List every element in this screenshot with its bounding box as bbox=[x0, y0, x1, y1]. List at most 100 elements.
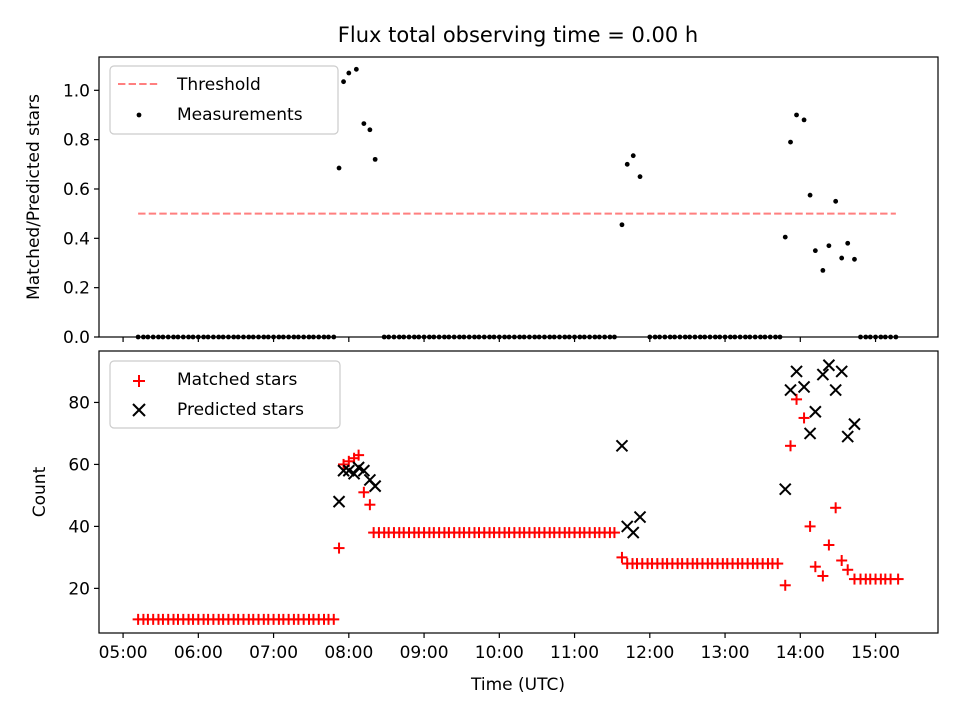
measurement-point bbox=[788, 139, 793, 145]
bottom-x-ticks: 05:00 06:00 07:00 08:00 09:00 10:00 11:00 12:00… bbox=[99, 633, 900, 663]
x-tick-label: 15:00 bbox=[851, 643, 900, 663]
measurement-point bbox=[619, 222, 625, 228]
matched-star-point bbox=[809, 561, 821, 573]
legend-predicted-marker bbox=[132, 403, 146, 417]
predicted-star-point bbox=[627, 526, 640, 539]
matched-star-point bbox=[779, 579, 791, 591]
legend-predicted-label: Predicted stars bbox=[177, 400, 304, 420]
top-axes-frame bbox=[98, 56, 939, 338]
y-tick-label: 0.2 bbox=[63, 279, 90, 299]
predicted-star-point bbox=[784, 383, 797, 397]
top-y-ticks: 0.0 0.2 0.4 0.6 0.8 1.0 bbox=[63, 81, 99, 348]
matched-star-point bbox=[358, 486, 370, 498]
predicted-star-point bbox=[841, 430, 854, 443]
measurement-point bbox=[782, 234, 788, 240]
measurement-point bbox=[820, 267, 826, 273]
measurement-point bbox=[353, 66, 359, 72]
matched-star-point bbox=[804, 520, 816, 532]
matched-star-point bbox=[353, 449, 365, 461]
matched-star-point bbox=[842, 564, 854, 576]
predicted-star-point bbox=[368, 479, 382, 493]
predicted-star-point bbox=[337, 464, 350, 477]
predicted-star-point bbox=[347, 467, 361, 480]
measurement-point bbox=[372, 156, 378, 162]
matched-star-point bbox=[608, 527, 620, 539]
measurement-point bbox=[630, 153, 636, 159]
x-axis-label: Time (UTC) bbox=[470, 675, 565, 695]
top-panel: Matched/Predicted stars 0.0 0.2 0.4 0.6 0.8 1… bbox=[24, 56, 939, 348]
predicted-star-point bbox=[633, 510, 647, 524]
predicted-stars-points bbox=[332, 359, 861, 539]
measurement-point bbox=[801, 117, 807, 123]
measurement-point bbox=[336, 165, 342, 171]
matched-star-point bbox=[836, 554, 848, 566]
measurement-point bbox=[637, 174, 643, 180]
measurement-point bbox=[807, 192, 813, 198]
matched-stars-points bbox=[132, 393, 904, 625]
bottom-y-ticks: 20 40 60 80 bbox=[68, 393, 99, 599]
predicted-star-point bbox=[848, 417, 861, 431]
matched-star-point bbox=[830, 502, 842, 514]
measurement-point bbox=[361, 121, 367, 127]
x-tick-label: 14:00 bbox=[776, 643, 825, 663]
legend-matched-label: Matched stars bbox=[177, 370, 297, 390]
measurement-point bbox=[839, 255, 845, 261]
matched-star-point bbox=[364, 499, 376, 511]
legend-threshold-label: Threshold bbox=[176, 75, 261, 95]
matched-star-point bbox=[798, 412, 810, 424]
legend-matched-marker bbox=[133, 375, 145, 387]
top-ylabel: Matched/Predicted stars bbox=[24, 94, 44, 300]
y-tick-label: 80 bbox=[68, 393, 90, 413]
y-tick-label: 20 bbox=[68, 579, 90, 599]
measurement-point bbox=[346, 70, 352, 76]
measurement-point bbox=[852, 256, 857, 262]
top-legend: Threshold Measurements bbox=[109, 65, 339, 135]
y-tick-label: 40 bbox=[68, 517, 90, 537]
x-tick-label: 13:00 bbox=[701, 643, 750, 663]
matched-star-point bbox=[772, 558, 784, 570]
y-tick-label: 0.8 bbox=[63, 131, 90, 151]
measurement-point bbox=[624, 161, 630, 167]
legend-measurements-label: Measurements bbox=[177, 105, 303, 125]
measurement-point bbox=[833, 198, 839, 204]
legend-measurements-marker bbox=[136, 112, 142, 118]
measurement-point bbox=[341, 79, 346, 85]
predicted-star-point bbox=[803, 427, 817, 440]
bottom-panel: Count 20 40 60 80 05:00 06:00 07:00 08:00 09:00… bbox=[30, 350, 939, 663]
x-tick-label: 09:00 bbox=[400, 643, 449, 663]
y-tick-label: 0.6 bbox=[63, 180, 90, 200]
predicted-star-point bbox=[835, 365, 848, 378]
predicted-star-point bbox=[332, 495, 346, 508]
x-tick-label: 07:00 bbox=[249, 643, 298, 663]
measurement-point bbox=[812, 248, 818, 254]
x-tick-label: 05:00 bbox=[99, 643, 148, 663]
x-tick-label: 11:00 bbox=[550, 643, 599, 663]
matched-star-point bbox=[817, 570, 829, 582]
predicted-star-point bbox=[822, 359, 836, 372]
x-tick-label: 12:00 bbox=[625, 643, 674, 663]
chart-title: Flux total observing time = 0.00 h bbox=[338, 23, 698, 47]
bottom-legend: Matched stars Predicted stars bbox=[109, 360, 341, 429]
predicted-star-point bbox=[357, 464, 371, 477]
predicted-star-point bbox=[816, 368, 830, 381]
predicted-star-point bbox=[779, 483, 792, 496]
measurement-point bbox=[794, 112, 799, 118]
x-tick-label: 08:00 bbox=[324, 643, 373, 663]
matched-star-point bbox=[823, 539, 835, 551]
bottom-ylabel: Count bbox=[30, 466, 50, 517]
x-tick-label: 10:00 bbox=[475, 643, 524, 663]
measurement-point bbox=[845, 240, 851, 246]
predicted-star-point bbox=[829, 383, 842, 397]
matched-star-point bbox=[333, 542, 345, 554]
predicted-star-point bbox=[615, 439, 629, 453]
matched-star-point bbox=[328, 613, 340, 625]
matched-star-point bbox=[616, 551, 628, 563]
measurement-point bbox=[367, 127, 373, 133]
bottom-axes-frame bbox=[98, 350, 939, 634]
predicted-star-point bbox=[790, 365, 803, 378]
y-tick-label: 60 bbox=[68, 455, 90, 475]
y-tick-label: 0.4 bbox=[63, 229, 90, 249]
matched-star-point bbox=[892, 573, 904, 585]
measurement-point bbox=[826, 243, 832, 249]
